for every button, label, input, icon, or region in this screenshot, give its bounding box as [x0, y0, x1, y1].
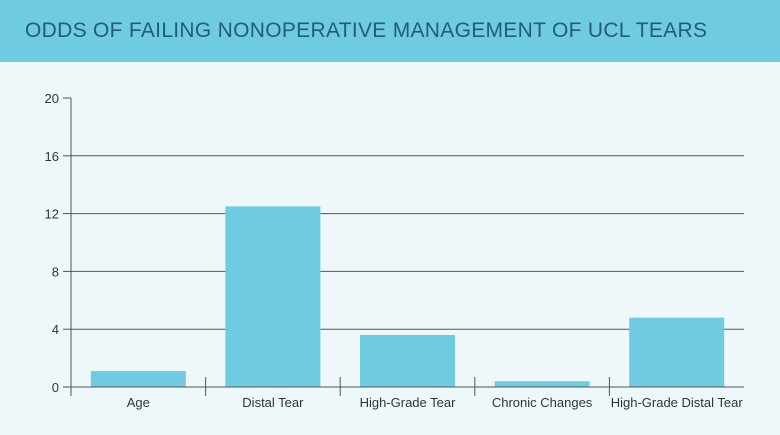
grid-lines	[63, 97, 744, 330]
bar-chart: 0 4 8 12 16 20 Age Distal Tear High-Grade Tear Ch…	[45, 91, 744, 410]
y-tick-label: 4	[52, 322, 59, 337]
tick-labels: 0 4 8 12 16 20 Age Distal Tear High-Grade Tear Ch…	[45, 91, 744, 410]
bar-chronic-changes	[494, 381, 590, 387]
bar-age	[90, 371, 186, 387]
bars	[90, 206, 725, 387]
y-tick-label: 12	[45, 207, 59, 222]
chart-area: 0 4 8 12 16 20 Age Distal Tear High-Grade Tear Ch…	[0, 62, 780, 430]
bar-distal-tear	[225, 206, 321, 387]
bar-high-grade-distal-tear	[629, 317, 725, 387]
chart-header: ODDS OF FAILING NONOPERATIVE MANAGEMENT …	[0, 0, 780, 62]
bar-high-grade-tear	[360, 334, 455, 387]
y-tick-label: 16	[45, 149, 59, 164]
x-tick-label: High-Grade Tear	[360, 395, 457, 410]
y-tick-label: 8	[52, 264, 59, 279]
x-tick-label: Distal Tear	[242, 395, 304, 410]
x-tick-label: Age	[127, 395, 150, 410]
x-tick-label: Chronic Changes	[492, 395, 593, 410]
x-tick-label: High-Grade Distal Tear	[611, 395, 744, 410]
y-tick-label: 0	[52, 380, 59, 395]
chart-title: ODDS OF FAILING NONOPERATIVE MANAGEMENT …	[25, 19, 708, 42]
axes	[63, 97, 744, 396]
y-tick-label: 20	[45, 91, 59, 106]
